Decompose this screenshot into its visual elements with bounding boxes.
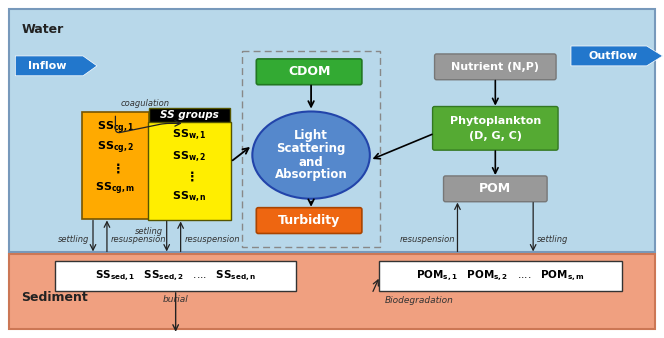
Text: Inflow: Inflow — [28, 61, 66, 71]
Text: $\mathbf{SS_{w,n}}$: $\mathbf{SS_{w,n}}$ — [172, 190, 207, 204]
FancyArrow shape — [571, 46, 663, 66]
FancyBboxPatch shape — [9, 254, 655, 329]
FancyBboxPatch shape — [256, 208, 362, 234]
FancyBboxPatch shape — [82, 113, 149, 219]
Text: $\mathbf{\vdots}$: $\mathbf{\vdots}$ — [185, 170, 195, 184]
Text: $\mathbf{SS_{sed,1}}$   $\mathbf{SS_{sed,2}}$   ....   $\mathbf{SS_{sed,n}}$: $\mathbf{SS_{sed,1}}$ $\mathbf{SS_{sed,2… — [95, 269, 256, 283]
Text: Light: Light — [294, 129, 328, 142]
Text: SS groups: SS groups — [160, 111, 219, 120]
Text: Biodegradation: Biodegradation — [385, 296, 454, 305]
Text: setling: setling — [135, 226, 163, 236]
Text: burial: burial — [163, 295, 189, 304]
Text: $\mathbf{SS_{cg,m}}$: $\mathbf{SS_{cg,m}}$ — [95, 180, 135, 197]
Text: $\mathbf{\vdots}$: $\mathbf{\vdots}$ — [111, 162, 120, 176]
FancyBboxPatch shape — [256, 59, 362, 85]
FancyBboxPatch shape — [9, 9, 655, 252]
FancyBboxPatch shape — [148, 122, 232, 220]
Text: Outflow: Outflow — [588, 51, 637, 61]
Text: $\mathbf{SS_{w,1}}$: $\mathbf{SS_{w,1}}$ — [172, 128, 207, 143]
Ellipse shape — [252, 112, 370, 199]
FancyArrow shape — [15, 56, 97, 76]
Text: resuspension: resuspension — [400, 235, 456, 244]
Text: $\mathbf{SS_{cg,1}}$: $\mathbf{SS_{cg,1}}$ — [96, 119, 134, 136]
Text: CDOM: CDOM — [288, 65, 330, 78]
Text: resuspension: resuspension — [185, 235, 240, 244]
Text: Absorption: Absorption — [275, 168, 347, 182]
Text: Sediment: Sediment — [21, 291, 88, 304]
FancyBboxPatch shape — [434, 54, 556, 80]
Text: $\mathbf{POM_{s,1}}$   $\mathbf{POM_{s,2}}$   ....   $\mathbf{POM_{s,m}}$: $\mathbf{POM_{s,1}}$ $\mathbf{POM_{s,2}}… — [416, 269, 584, 283]
FancyBboxPatch shape — [444, 176, 547, 202]
FancyBboxPatch shape — [149, 107, 230, 123]
Text: Scattering: Scattering — [276, 142, 346, 155]
Text: Water: Water — [21, 23, 64, 36]
Text: $\mathbf{SS_{w,2}}$: $\mathbf{SS_{w,2}}$ — [173, 150, 207, 164]
Text: Nutrient (N,P): Nutrient (N,P) — [452, 62, 539, 72]
FancyBboxPatch shape — [432, 106, 558, 150]
Text: Turbidity: Turbidity — [278, 214, 340, 227]
Text: settling: settling — [58, 235, 89, 244]
Text: POM: POM — [479, 182, 511, 195]
Text: settling: settling — [537, 235, 568, 244]
Text: coagulation: coagulation — [120, 99, 169, 108]
Text: and: and — [299, 155, 323, 169]
FancyBboxPatch shape — [378, 261, 622, 291]
Text: $\mathbf{SS_{cg,2}}$: $\mathbf{SS_{cg,2}}$ — [97, 140, 134, 156]
Text: (D, G, C): (D, G, C) — [469, 131, 522, 141]
Text: Phytoplankton: Phytoplankton — [450, 116, 541, 126]
FancyBboxPatch shape — [55, 261, 296, 291]
Text: resuspension: resuspension — [111, 235, 167, 244]
